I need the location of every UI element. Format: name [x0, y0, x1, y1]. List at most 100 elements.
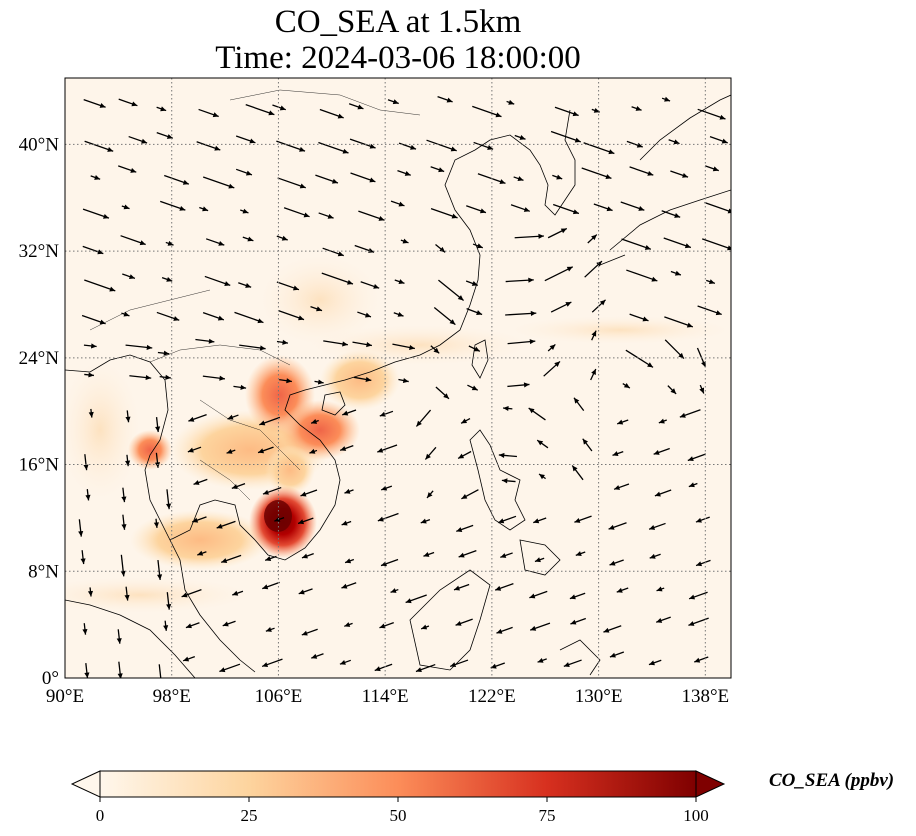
wind-arrow-head — [642, 316, 649, 322]
wind-arrow-head — [530, 310, 537, 317]
wind-arrow-head — [715, 310, 722, 316]
wind-arrow-head — [617, 419, 624, 425]
wind-arrow-head — [565, 302, 572, 307]
wind-arrow-head — [605, 174, 612, 179]
wind-arrow-head — [141, 138, 148, 144]
wind-arrow-shaft — [626, 269, 658, 282]
wind-arrow-head — [218, 240, 225, 246]
wind-arrow-head — [549, 344, 556, 350]
wind-arrow-head — [499, 179, 506, 184]
wind-arrow-head — [582, 438, 589, 445]
wind-arrow-head — [721, 138, 728, 144]
wind-arrow-head — [265, 556, 272, 561]
wind-arrow-head — [438, 167, 445, 173]
lat-tick-label: 8°N — [28, 561, 59, 582]
coast-sumatra — [65, 599, 196, 678]
wind-arrow-head — [85, 494, 91, 501]
wind-arrow-head — [392, 99, 399, 105]
wind-arrow-head — [398, 201, 405, 207]
wind-arrow-head — [673, 139, 680, 145]
wind-arrow-head — [279, 105, 286, 111]
wind-arrow-head — [166, 134, 173, 139]
wind-arrow-head — [719, 114, 726, 120]
wind-arrow-head — [410, 144, 417, 150]
wind-arrow-head — [664, 96, 671, 102]
wind-arrow-head — [377, 516, 384, 522]
wind-arrow-head — [570, 619, 577, 625]
concentration-field — [65, 89, 731, 678]
wind-arrow-head — [574, 137, 581, 143]
wind-arrow-head — [538, 233, 544, 239]
wind-arrow-head — [453, 585, 460, 591]
lon-tick-label: 138°E — [681, 686, 729, 707]
wind-arrow-head — [599, 299, 606, 306]
wind-arrow-head — [262, 584, 269, 590]
wind-arrow-head — [369, 177, 376, 183]
wind-vectors — [78, 95, 731, 685]
wind-arrow-head — [124, 594, 130, 601]
wind-arrow-head — [503, 405, 509, 412]
wind-arrow-head — [342, 148, 349, 154]
hotspot-mekong-core — [264, 500, 292, 532]
wind-arrow-head — [130, 167, 137, 173]
wind-arrow-head — [560, 228, 567, 234]
wind-arrow-head — [208, 338, 215, 344]
hotspot-myanmar — [128, 430, 172, 470]
wind-arrow-head — [496, 628, 503, 634]
wind-arrow-head — [593, 107, 600, 113]
wind-arrow-head — [365, 312, 371, 318]
wind-arrow-head — [120, 570, 126, 577]
wind-arrow-head — [397, 311, 404, 317]
wind-arrow-head — [529, 339, 536, 345]
wind-arrow-head — [125, 416, 131, 423]
wind-arrow-head — [368, 248, 375, 253]
wind-arrow-head — [155, 426, 161, 433]
wind-arrow-head — [342, 341, 348, 347]
wind-arrow-head — [219, 375, 225, 381]
wind-arrow-head — [88, 372, 94, 378]
wind-arrow-head — [439, 246, 446, 253]
wind-arrow-head — [572, 465, 578, 472]
wind-arrow-head — [390, 588, 397, 593]
wind-arrow-head — [701, 361, 706, 368]
wind-arrow-head — [449, 319, 456, 325]
wind-arrow-head — [603, 627, 610, 633]
wind-arrow-head — [612, 451, 619, 457]
wind-arrow-shaft — [321, 272, 354, 285]
hotspot-central-vietnam — [265, 445, 315, 495]
wind-arrow-head — [258, 448, 265, 454]
map-frame — [64, 77, 732, 679]
wind-arrow-head — [262, 662, 269, 668]
wind-arrow-head — [123, 204, 130, 210]
lat-tick-label: 24°N — [19, 348, 60, 369]
wind-arrow-head — [498, 518, 505, 524]
lat-tick-label: 16°N — [19, 455, 60, 476]
wind-arrow-head — [451, 213, 458, 219]
lon-tick-label: 98°E — [153, 686, 191, 707]
wind-arrow-head — [656, 618, 663, 623]
wind-arrow-head — [286, 378, 292, 384]
wind-arrow-head — [344, 488, 351, 494]
wind-arrow-head — [458, 453, 465, 459]
wind-arrow-head — [84, 672, 90, 678]
wind-arrow-head — [97, 249, 104, 255]
wind-arrow-head — [596, 261, 602, 267]
wind-arrow-head — [158, 679, 163, 685]
lon-tick-label: 130°E — [575, 686, 623, 707]
wind-arrow-head — [227, 414, 234, 420]
wind-arrow-head — [202, 206, 209, 212]
lat-tick-label: 32°N — [19, 241, 60, 262]
wind-arrow-head — [572, 111, 579, 117]
hotspot-gulf-of-tonkin — [280, 400, 360, 460]
map-title: CO_SEA at 1.5km — [274, 4, 522, 40]
plume-south-china-coast — [320, 350, 400, 410]
wind-arrow-head — [534, 557, 541, 563]
wind-arrow-head — [299, 146, 306, 152]
wind-arrow-head — [298, 589, 305, 595]
wind-arrow-head — [554, 361, 561, 367]
wind-arrow-head — [109, 286, 116, 292]
wind-arrow-head — [457, 295, 464, 301]
wind-arrow-head — [347, 279, 353, 285]
wind-arrow-head — [221, 558, 228, 564]
coast-hainan — [321, 391, 346, 416]
